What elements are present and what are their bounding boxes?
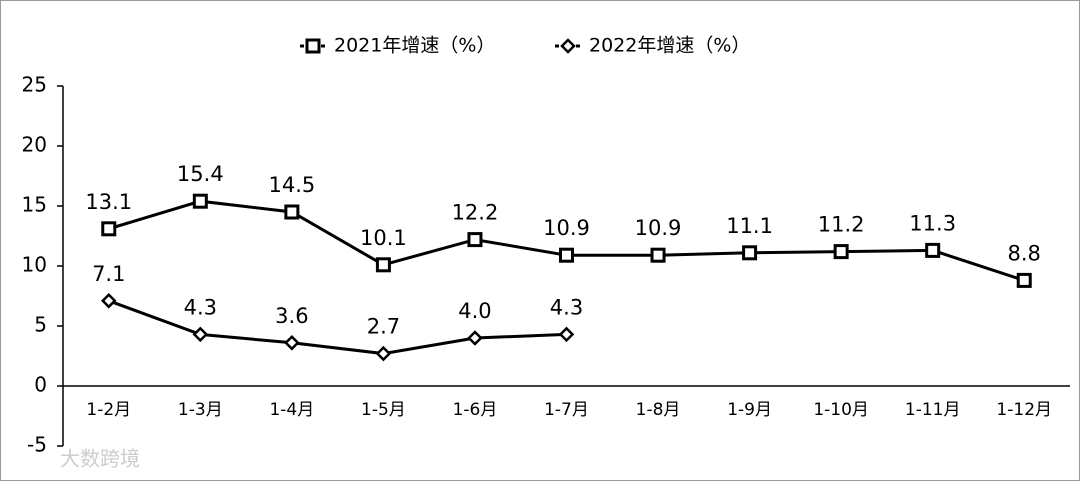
data-label: 7.1 <box>92 262 125 286</box>
y-tick-label: 5 <box>34 313 47 337</box>
y-tick-label: 10 <box>22 253 47 277</box>
data-label: 14.5 <box>268 173 315 197</box>
x-tick-label: 1-5月 <box>361 400 406 420</box>
data-label: 4.0 <box>458 299 491 323</box>
point <box>375 345 392 362</box>
point <box>284 335 300 351</box>
point <box>925 242 941 258</box>
data-label: 11.1 <box>726 214 773 238</box>
point <box>192 193 208 209</box>
data-label: 10.9 <box>543 216 590 240</box>
data-label: 11.3 <box>909 211 956 235</box>
data-label: 8.8 <box>1008 241 1041 265</box>
x-tick-label: 1-10月 <box>813 400 869 420</box>
point <box>467 232 483 248</box>
data-label: 15.4 <box>177 162 224 186</box>
x-tick-label: 1-3月 <box>178 400 223 420</box>
point <box>284 204 300 220</box>
point <box>467 330 483 346</box>
data-label: 3.6 <box>275 304 308 328</box>
x-tick-label: 1-2月 <box>86 400 131 420</box>
x-tick-label: 1-8月 <box>636 400 681 420</box>
x-tick-label: 1-4月 <box>269 400 314 420</box>
legend-marker <box>560 38 576 54</box>
y-tick-label: 15 <box>22 193 47 217</box>
legend-label: 2022年增速（%） <box>589 35 750 57</box>
point <box>559 247 574 263</box>
point <box>742 245 758 261</box>
x-tick-label: 1-7月 <box>544 400 589 420</box>
point <box>101 221 117 237</box>
data-label: 12.2 <box>452 201 499 225</box>
x-tick-label: 1-6月 <box>453 400 498 420</box>
watermark: 大数跨境 <box>60 447 140 471</box>
point <box>101 293 117 309</box>
point <box>192 326 209 343</box>
y-tick-label: 20 <box>22 133 47 157</box>
y-tick-label: -5 <box>27 433 47 457</box>
series-line <box>108 299 567 356</box>
y-tick-label: 0 <box>34 373 47 397</box>
x-tick-label: 1-11月 <box>905 400 961 420</box>
point <box>1016 272 1032 288</box>
point <box>650 247 666 263</box>
x-tick-label: 1-9月 <box>727 400 772 420</box>
point <box>375 257 391 273</box>
data-label: 11.2 <box>818 213 865 237</box>
point <box>833 244 849 260</box>
point <box>558 326 575 343</box>
x-tick-label: 1-12月 <box>996 400 1052 420</box>
y-tick-label: 25 <box>22 73 47 97</box>
data-label: 2.7 <box>367 315 400 339</box>
legend-label: 2021年增速（%） <box>334 35 495 57</box>
data-label: 4.3 <box>184 295 217 319</box>
data-label: 10.1 <box>360 226 407 250</box>
data-label: 4.3 <box>550 295 583 319</box>
legend-marker <box>305 38 321 54</box>
data-label: 10.9 <box>635 216 682 240</box>
data-label: 13.1 <box>85 190 132 214</box>
